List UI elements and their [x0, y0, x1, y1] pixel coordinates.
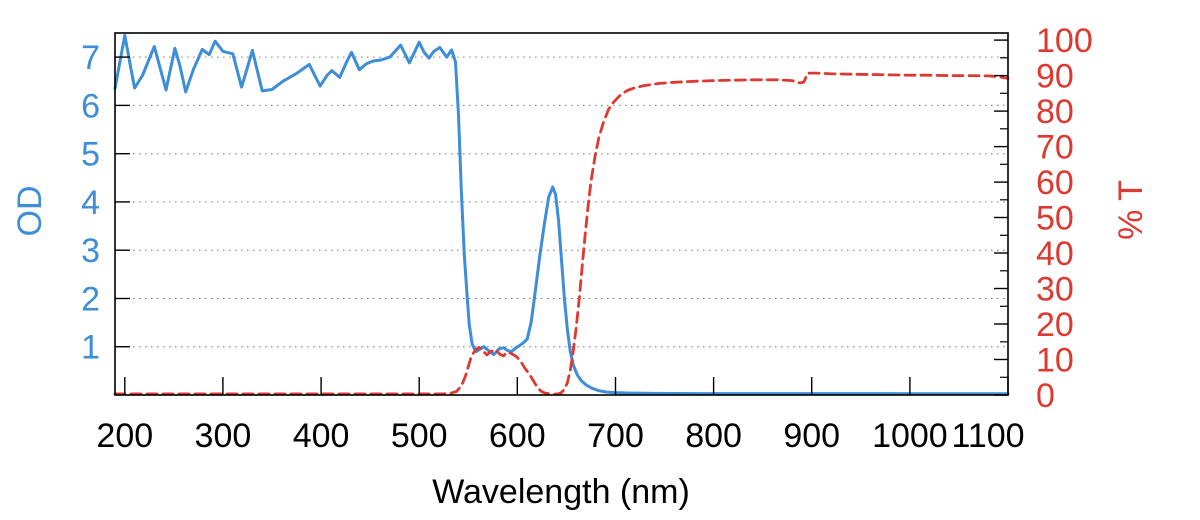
x-tick-label: 900 [783, 417, 840, 455]
left-tick-label: 3 [81, 232, 100, 270]
right-axis-title: % T [1112, 180, 1150, 240]
x-tick-label: 400 [293, 417, 350, 455]
transmission-curve [113, 71, 1010, 396]
right-tick-label: 90 [1036, 58, 1074, 96]
right-tick-label: 70 [1036, 129, 1074, 167]
left-tick-label: 2 [81, 281, 100, 319]
right-tick-label: 100 [1036, 22, 1093, 60]
right-tick-label: 20 [1036, 306, 1074, 344]
left-tick-label: 1 [81, 329, 100, 367]
right-tick-label: 80 [1036, 93, 1074, 131]
right-tick-label: 0 [1036, 377, 1055, 415]
left-axis-title: OD [11, 185, 49, 237]
right-tick-label: 50 [1036, 200, 1074, 238]
right-tick-label: 10 [1036, 342, 1074, 380]
x-tick-label: 500 [391, 417, 448, 455]
x-tick-label: 200 [96, 417, 153, 455]
left-tick-label: 4 [81, 184, 100, 222]
right-tick-label: 40 [1036, 235, 1074, 273]
x-tick-label: 1000 [872, 417, 948, 455]
x-tick-label: 1100 [951, 417, 1024, 455]
x-tick-label: 300 [195, 417, 252, 455]
plot-border [114, 32, 1009, 396]
x-axis-title: Wavelength (nm) [432, 473, 690, 511]
x-tick-label: 800 [685, 417, 742, 455]
left-tick-label: 5 [81, 136, 100, 174]
x-tick-label: 700 [587, 417, 644, 455]
od-curve [113, 33, 1010, 396]
right-tick-label: 60 [1036, 164, 1074, 202]
x-tick-label: 600 [489, 417, 546, 455]
left-tick-label: 7 [81, 39, 100, 77]
left-tick-label: 6 [81, 87, 100, 125]
right-tick-label: 30 [1036, 271, 1074, 309]
